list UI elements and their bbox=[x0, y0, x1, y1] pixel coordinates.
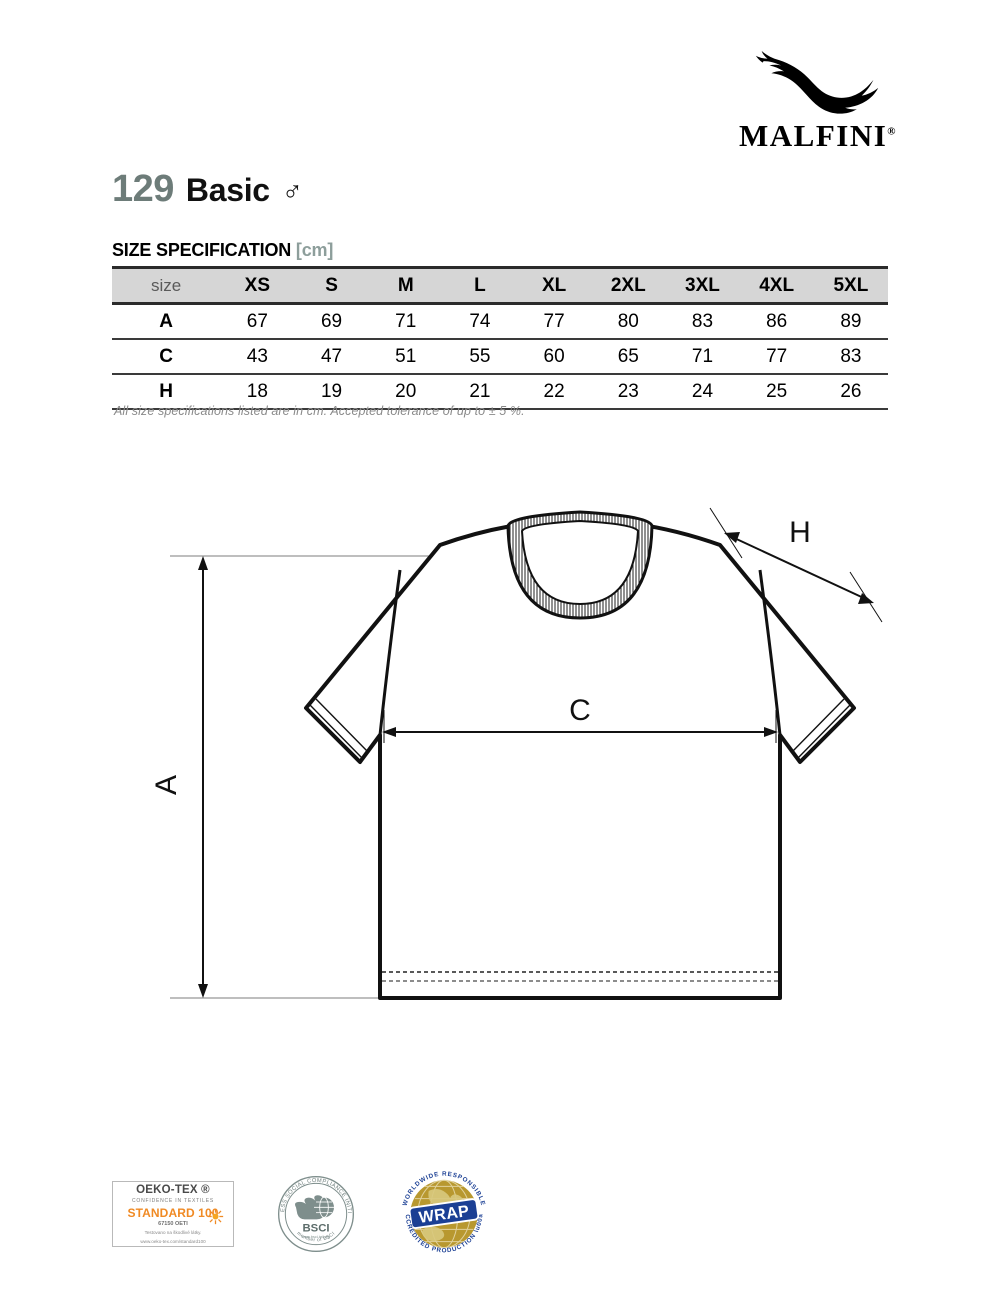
brand-registered-mark: ® bbox=[887, 125, 897, 138]
cell-a-xs: 67 bbox=[220, 303, 295, 340]
cell-h-2xl: 23 bbox=[591, 374, 666, 410]
wrap-banner: WRAP bbox=[408, 1198, 480, 1229]
row-label-h: H bbox=[112, 374, 221, 410]
cell-h-3xl: 24 bbox=[665, 374, 740, 410]
cell-h-l: 21 bbox=[442, 374, 518, 410]
cell-c-xs: 43 bbox=[220, 339, 295, 375]
cell-a-s: 69 bbox=[294, 303, 369, 340]
size-specification-table: size XS S M L XL 2XL 3XL 4XL 5XL A 67 69… bbox=[112, 266, 888, 410]
row-label-a: A bbox=[112, 303, 221, 340]
table-row: A 67 69 71 74 77 80 83 86 89 bbox=[112, 303, 888, 340]
t-shirt-technical-drawing: A C H bbox=[150, 507, 883, 1000]
table-header-row: size XS S M L XL 2XL 3XL 4XL 5XL bbox=[112, 266, 888, 305]
cell-h-5xl: 26 bbox=[813, 374, 888, 410]
oeko-tex-subtitle: CONFIDENCE IN TEXTILES bbox=[132, 1197, 214, 1204]
cell-c-3xl: 71 bbox=[665, 339, 740, 375]
oeko-tex-number: 67150 OETI bbox=[158, 1220, 188, 1227]
product-name: Basic bbox=[185, 172, 270, 208]
cell-c-xl: 60 bbox=[517, 339, 592, 375]
size-tolerance-note: All size specifications listed are in cm… bbox=[114, 404, 525, 418]
bsci-hand-globe-icon bbox=[295, 1195, 334, 1220]
oeko-tex-sun-icon bbox=[207, 1208, 224, 1225]
column-header-3xl: 3XL bbox=[665, 266, 740, 305]
brand-logo: MALFINI® bbox=[728, 48, 908, 151]
male-gender-icon: ♂ bbox=[281, 176, 303, 207]
cell-c-2xl: 65 bbox=[591, 339, 666, 375]
cell-h-m: 20 bbox=[368, 374, 443, 410]
sleeve-hem-stitch-left-2 bbox=[315, 698, 370, 754]
cell-c-4xl: 77 bbox=[739, 339, 814, 375]
spec-heading-text: SIZE SPECIFICATION bbox=[112, 240, 292, 260]
arrowhead-c-right bbox=[764, 727, 778, 737]
brand-name: MALFINI bbox=[739, 118, 888, 153]
table-row: H 18 19 20 21 22 23 24 25 26 bbox=[112, 374, 888, 410]
cell-a-xl: 77 bbox=[517, 303, 592, 340]
product-code: 129 bbox=[112, 168, 174, 210]
arrowhead-c-left bbox=[382, 727, 396, 737]
oeko-tex-title: OEKO-TEX ® bbox=[136, 1184, 210, 1197]
cell-a-m: 71 bbox=[368, 303, 443, 340]
eagle-silhouette-icon bbox=[755, 50, 879, 114]
cell-a-4xl: 86 bbox=[739, 303, 814, 340]
arrowhead-h-end bbox=[858, 593, 874, 604]
column-header-s: S bbox=[294, 266, 369, 305]
sleeve-hem-stitch-right-1 bbox=[796, 704, 851, 760]
spec-heading-unit: [cm] bbox=[295, 240, 334, 260]
cell-a-5xl: 89 bbox=[813, 303, 888, 340]
cell-a-2xl: 80 bbox=[591, 303, 666, 340]
cell-h-xl: 22 bbox=[517, 374, 592, 410]
arrowhead-a-top bbox=[198, 556, 208, 570]
bsci-title: BSCI bbox=[302, 1222, 329, 1234]
dimension-label-c: C bbox=[569, 694, 591, 727]
oeko-tex-url: www.oeko-tex.com/standard100 bbox=[140, 1239, 206, 1245]
armhole-seam-left bbox=[378, 569, 402, 736]
oeko-tex-badge: OEKO-TEX ® CONFIDENCE IN TEXTILES STANDA… bbox=[112, 1181, 234, 1247]
bsci-url: www.bsci-intl.org bbox=[302, 1235, 330, 1239]
column-header-2xl: 2XL bbox=[591, 266, 666, 305]
bsci-badge: BUSINESS SOCIAL COMPLIANCE INITIATIVE me… bbox=[276, 1174, 354, 1252]
cell-a-l: 74 bbox=[442, 303, 518, 340]
column-header-size: size bbox=[112, 266, 221, 305]
dimension-label-h: H bbox=[789, 516, 811, 549]
column-header-xs: XS bbox=[220, 266, 295, 305]
dimension-line-h bbox=[729, 535, 869, 601]
row-label-c: C bbox=[112, 339, 221, 375]
column-header-5xl: 5XL bbox=[813, 266, 888, 305]
brand-wordmark: MALFINI® bbox=[739, 120, 897, 151]
column-header-xl: XL bbox=[517, 266, 592, 305]
column-header-l: L bbox=[442, 266, 518, 305]
cell-c-s: 47 bbox=[294, 339, 369, 375]
wrap-badge: WRAP WORLDWIDE RESPONSIBLE ACCREDITED PR… bbox=[398, 1168, 486, 1254]
cell-h-s: 19 bbox=[294, 374, 369, 410]
sleeve-hem-stitch-left-1 bbox=[309, 704, 364, 760]
cell-c-l: 55 bbox=[442, 339, 518, 375]
spec-heading: SIZE SPECIFICATION [cm] bbox=[112, 240, 333, 261]
oeko-tex-note: Testovano na škodlivé látky. bbox=[144, 1229, 202, 1235]
arrowhead-h-start bbox=[724, 532, 740, 543]
column-header-m: M bbox=[368, 266, 443, 305]
certification-badges: OEKO-TEX ® CONFIDENCE IN TEXTILES STANDA… bbox=[112, 1168, 490, 1260]
collar-inner-opening bbox=[520, 519, 640, 606]
sleeve-hem-stitch-right-2 bbox=[790, 698, 845, 754]
column-header-4xl: 4XL bbox=[739, 266, 814, 305]
table-row: C 43 47 51 55 60 65 71 77 83 bbox=[112, 339, 888, 375]
oeko-tex-standard: STANDARD 100 bbox=[127, 1205, 219, 1220]
cell-h-4xl: 25 bbox=[739, 374, 814, 410]
dimension-label-a: A bbox=[150, 775, 183, 795]
cell-h-xs: 18 bbox=[220, 374, 295, 410]
page-title: 129 Basic ♂ bbox=[112, 168, 303, 211]
cell-c-m: 51 bbox=[368, 339, 443, 375]
arrowhead-a-bottom bbox=[198, 984, 208, 998]
cell-c-5xl: 83 bbox=[813, 339, 888, 375]
armhole-seam-right bbox=[758, 569, 782, 736]
cell-a-3xl: 83 bbox=[665, 303, 740, 340]
